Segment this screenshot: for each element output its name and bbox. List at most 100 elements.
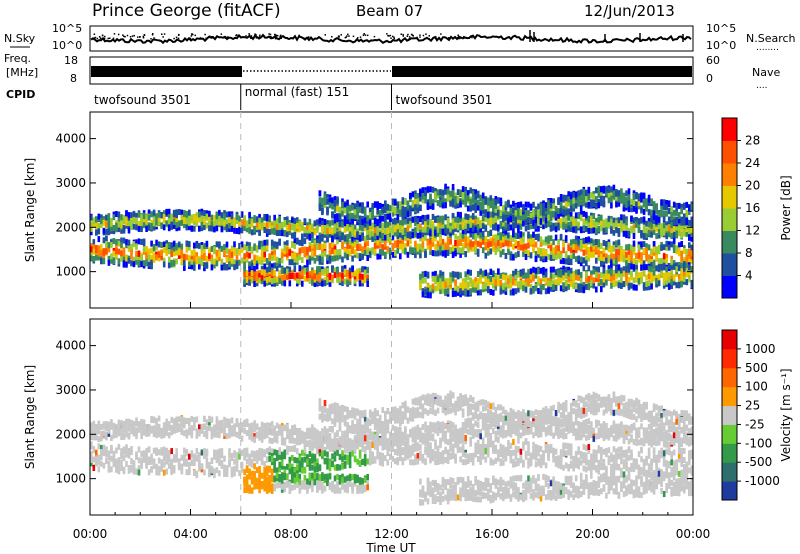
power-cell (404, 227, 407, 234)
power-cell (582, 188, 586, 195)
power-cell (250, 262, 254, 269)
power-cell (265, 244, 269, 251)
power-cell (391, 206, 395, 213)
power-cell (384, 222, 387, 229)
power-cell (331, 197, 334, 204)
power-cell (238, 242, 241, 249)
power-cell (600, 214, 603, 221)
power-cell (620, 245, 623, 252)
power-cell (620, 223, 623, 230)
power-cell (414, 252, 417, 259)
power-cell (384, 234, 387, 241)
power-cell (353, 241, 357, 248)
power-cell (107, 213, 111, 220)
power-cell (346, 217, 349, 224)
power-cell (361, 215, 364, 222)
power-cell (489, 230, 493, 237)
power-cell (572, 272, 575, 279)
power-cell (210, 254, 214, 261)
range-tick-label: 3000 (55, 176, 86, 190)
power-cell (461, 232, 465, 239)
power-cell (366, 281, 369, 287)
power-cell (396, 240, 400, 246)
power-cell (172, 260, 176, 267)
power-cell (564, 216, 568, 223)
power-cell (223, 250, 226, 257)
power-cell (431, 220, 435, 227)
noise-sky-dot (422, 34, 425, 37)
power-cell (476, 284, 480, 291)
power-cell (316, 275, 319, 282)
power-cell (424, 289, 427, 296)
power-cell (353, 224, 357, 231)
power-cell (278, 230, 281, 236)
power-cell (632, 277, 636, 284)
power-cell (92, 248, 96, 255)
power-cell (250, 270, 254, 277)
power-cell (444, 202, 447, 209)
power-cell (595, 196, 598, 203)
power-cell (527, 231, 530, 238)
power-cell (657, 273, 661, 280)
power-cell (298, 265, 302, 272)
power-cell (562, 241, 565, 248)
power-cell (399, 231, 402, 238)
power-cell (331, 265, 334, 272)
noise-sky-dot (277, 34, 279, 37)
power-cell (341, 265, 344, 272)
power-cell (253, 281, 256, 287)
power-cell (303, 238, 307, 245)
power-cell (250, 246, 254, 253)
power-cell (479, 242, 482, 249)
noise-sky-dot (366, 34, 369, 37)
power-cell (213, 221, 216, 228)
power-cell (454, 279, 457, 286)
noise-sky-dot (324, 34, 326, 36)
power-cell (680, 268, 683, 275)
power-cell (665, 233, 668, 240)
power-cell (353, 213, 357, 220)
power-cell (301, 280, 304, 287)
power-cell (479, 209, 482, 216)
power-cell (107, 245, 111, 252)
power-cell (225, 219, 229, 226)
power-cell (213, 258, 216, 265)
power-cell (466, 245, 470, 252)
power-cell (469, 218, 472, 225)
power-cell (235, 261, 239, 268)
power-cell (645, 247, 648, 254)
power-cell (587, 255, 591, 262)
power-cell (321, 269, 324, 275)
power-cell (157, 219, 161, 225)
power-cell (459, 272, 462, 279)
power-cell (275, 223, 279, 230)
power-cell (338, 230, 342, 237)
power-cell (474, 281, 477, 288)
power-cell (255, 255, 259, 262)
power-cell (429, 239, 432, 246)
power-cell (451, 291, 455, 298)
noise-panel: 10^5 10^0 10^5 10^0 (52, 22, 736, 52)
power-cell (449, 190, 452, 197)
power-cell (296, 277, 299, 284)
power-cell (667, 231, 671, 238)
power-cell (672, 274, 676, 281)
noise-sky-dot (274, 37, 277, 40)
power-cell (632, 225, 636, 231)
power-cell (286, 247, 289, 254)
power-cell (361, 232, 364, 239)
power-cell (466, 223, 470, 230)
power-cell (600, 242, 603, 249)
power-cell (569, 225, 573, 232)
power-cell (288, 266, 292, 273)
power-cell (188, 241, 191, 248)
power-cell (640, 192, 643, 199)
power-cell (494, 284, 498, 291)
power-cell (183, 254, 186, 261)
power-cell (650, 272, 653, 279)
power-cell (130, 224, 133, 230)
power-cell (585, 248, 588, 255)
power-cell (268, 253, 271, 260)
power-cell (617, 221, 621, 228)
power-cell (471, 204, 475, 211)
